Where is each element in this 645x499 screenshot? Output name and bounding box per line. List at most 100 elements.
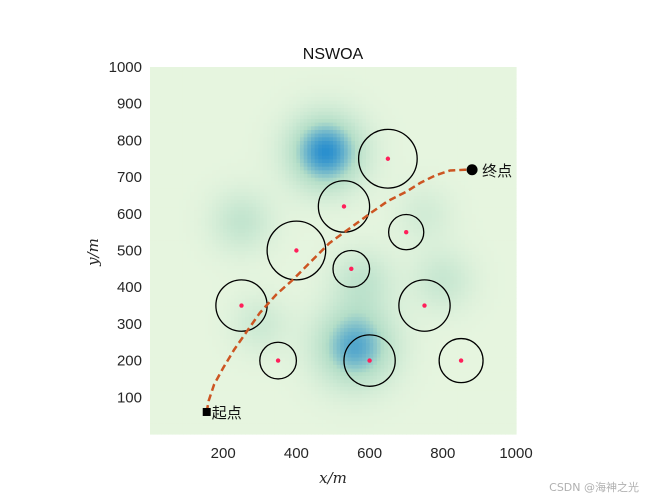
terrain-cell [296, 114, 301, 119]
terrain-cell [215, 276, 221, 281]
terrain-cell [311, 430, 316, 435]
terrain-cell [289, 397, 294, 402]
terrain-cell [322, 430, 327, 435]
terrain-cell [263, 89, 268, 94]
terrain-cell [329, 356, 334, 362]
terrain-cell [252, 415, 257, 420]
terrain-cell [303, 389, 308, 395]
terrain-cell [318, 301, 323, 307]
terrain-cell [248, 397, 254, 402]
terrain-cell [285, 422, 290, 428]
terrain-cell [256, 422, 261, 428]
terrain-cell [241, 342, 246, 347]
terrain-cell [270, 92, 276, 97]
terrain-cell [256, 367, 261, 373]
terrain-cell [215, 305, 221, 310]
terrain-cell [164, 235, 169, 241]
terrain-cell [296, 169, 301, 175]
terrain-cell [179, 323, 184, 329]
terrain-cell [168, 151, 173, 156]
terrain-cell [252, 206, 257, 211]
terrain-cell [219, 92, 224, 97]
terrain-cell [157, 287, 162, 292]
terrain-cell [314, 133, 319, 138]
terrain-cell [325, 397, 330, 402]
terrain-cell [329, 422, 334, 428]
terrain-cell [175, 158, 180, 164]
terrain-cell [179, 169, 184, 175]
terrain-cell [245, 217, 250, 222]
terrain-cell [186, 364, 191, 369]
terrain-cell [307, 386, 312, 391]
terrain-cell [296, 213, 301, 219]
chart-title: NSWOA [303, 46, 364, 63]
terrain-cell [289, 323, 294, 329]
terrain-cell [252, 217, 257, 222]
terrain-cell [267, 360, 272, 365]
terrain-cell [256, 107, 261, 112]
terrain-cell [267, 327, 272, 332]
terrain-cell [270, 221, 276, 226]
terrain-cell [208, 188, 213, 193]
terrain-cell [212, 261, 217, 266]
terrain-cell [234, 400, 239, 406]
terrain-cell [314, 151, 319, 156]
terrain-cell [150, 404, 155, 409]
terrain-cell [193, 378, 199, 384]
terrain-cell [292, 272, 297, 277]
terrain-cell [171, 140, 177, 145]
terrain-cell [314, 367, 319, 373]
terrain-cell [241, 378, 246, 384]
terrain-cell [190, 378, 195, 384]
terrain-cell [252, 232, 257, 237]
terrain-cell [318, 294, 323, 299]
terrain-cell [274, 312, 279, 318]
terrain-cell [325, 312, 330, 318]
terrain-cell [252, 239, 257, 244]
terrain-cell [245, 103, 250, 108]
terrain-cell [289, 411, 294, 417]
terrain-cell [318, 162, 323, 167]
terrain-cell [318, 129, 323, 134]
terrain-cell [259, 408, 265, 413]
terrain-cell [230, 224, 235, 230]
terrain-cell [179, 78, 184, 83]
terrain-cell [252, 367, 257, 373]
terrain-cell [160, 180, 166, 186]
terrain-cell [311, 158, 316, 164]
terrain-cell [241, 239, 246, 244]
terrain-cell [303, 158, 308, 164]
terrain-cell [193, 195, 199, 200]
terrain-cell [223, 367, 228, 373]
terrain-cell [314, 177, 319, 182]
terrain-cell [226, 158, 232, 164]
terrain-cell [307, 268, 312, 274]
terrain-cell [285, 279, 290, 285]
terrain-cell [201, 367, 206, 373]
terrain-cell [263, 158, 268, 164]
terrain-cell [292, 294, 297, 299]
terrain-cell [303, 246, 308, 252]
terrain-cell [307, 217, 312, 222]
terrain-cell [175, 397, 180, 402]
terrain-cell [252, 177, 257, 182]
terrain-cell [168, 422, 173, 428]
terrain-cell [234, 107, 239, 112]
terrain-cell [300, 371, 305, 376]
terrain-cell [179, 265, 184, 270]
terrain-cell [193, 371, 199, 376]
terrain-cell [256, 393, 261, 398]
terrain-cell [150, 195, 155, 200]
terrain-cell [204, 415, 210, 420]
terrain-cell [267, 147, 272, 153]
terrain-cell [197, 173, 202, 178]
terrain-cell [311, 162, 316, 167]
terrain-cell [186, 162, 191, 167]
terrain-cell [263, 257, 268, 263]
terrain-cell [270, 107, 276, 112]
terrain-cell [157, 206, 162, 211]
terrain-cell [168, 250, 173, 255]
terrain-cell [171, 246, 177, 252]
terrain-cell [215, 320, 221, 325]
terrain-cell [215, 118, 221, 123]
